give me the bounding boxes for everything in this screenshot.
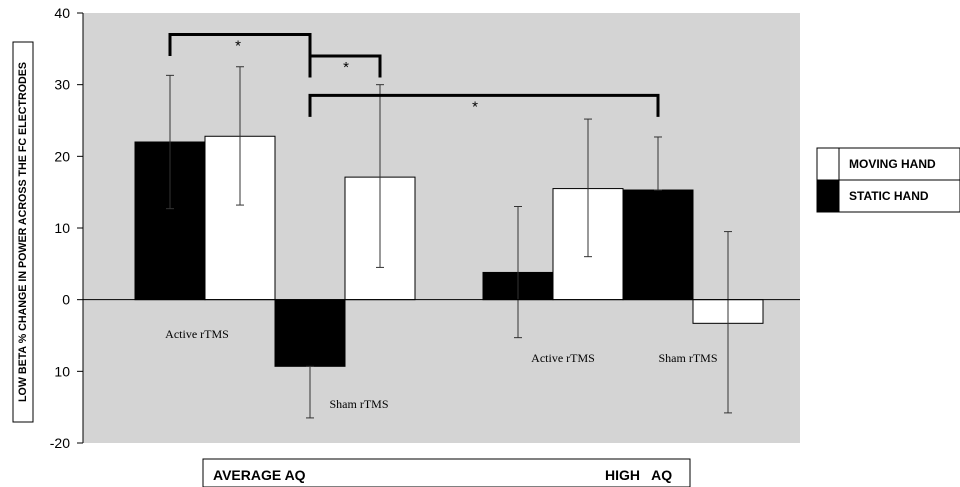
y-axis-label-box: LOW BETA % CHANGE IN POWER ACROSS THE FC… bbox=[12, 41, 34, 423]
group-label-average-aq: AVERAGE AQ bbox=[213, 467, 306, 483]
error-bar bbox=[654, 136, 662, 191]
y-tick-label: 40 bbox=[54, 5, 70, 21]
condition-label: Sham rTMS bbox=[658, 351, 717, 365]
group-label-high-aq: HIGH AQ bbox=[605, 467, 672, 483]
error-bar bbox=[514, 206, 522, 339]
legend-item-static-hand: STATIC HAND bbox=[816, 179, 960, 213]
significance-star: * bbox=[235, 38, 241, 55]
error-bar bbox=[724, 231, 732, 414]
significance-star: * bbox=[343, 59, 349, 76]
error-bar bbox=[584, 118, 592, 258]
significance-bracket: * bbox=[308, 54, 382, 78]
legend: MOVING HAND STATIC HAND bbox=[816, 147, 960, 213]
significance-star: * bbox=[472, 98, 478, 115]
legend-swatch bbox=[816, 147, 840, 181]
bar-static-hand bbox=[622, 189, 694, 301]
legend-item-moving-hand: MOVING HAND bbox=[816, 147, 960, 181]
plot-area: Active rTMS Sham rTMS Active rTMS Sham rTMS… bbox=[83, 33, 800, 419]
y-tick-label: 0 bbox=[62, 292, 70, 308]
error-bar bbox=[306, 365, 314, 419]
error-bar bbox=[236, 66, 244, 206]
legend-swatch bbox=[816, 179, 840, 213]
y-tick-label: 10 bbox=[54, 363, 70, 379]
condition-label: Active rTMS bbox=[531, 351, 595, 365]
condition-label: Active rTMS bbox=[165, 327, 229, 341]
legend-label: STATIC HAND bbox=[849, 189, 929, 203]
y-tick-label: 20 bbox=[54, 148, 70, 164]
legend-label: MOVING HAND bbox=[849, 157, 936, 171]
group-label-box: AVERAGE AQ HIGH AQ bbox=[202, 458, 691, 487]
error-bar bbox=[166, 74, 174, 210]
y-axis-label: LOW BETA % CHANGE IN POWER ACROSS THE FC… bbox=[17, 62, 29, 402]
y-tick-label: 30 bbox=[54, 77, 70, 93]
error-bar bbox=[376, 84, 384, 268]
significance-bracket: * bbox=[308, 93, 660, 117]
y-tick-label: 10 bbox=[54, 220, 70, 236]
condition-label: Sham rTMS bbox=[329, 397, 388, 411]
significance-bracket: * bbox=[168, 33, 312, 56]
bar-static-hand bbox=[274, 299, 346, 367]
y-tick-label: -20 bbox=[50, 435, 70, 451]
y-axis: 40 30 20 10 0 10 -20 bbox=[50, 5, 83, 451]
